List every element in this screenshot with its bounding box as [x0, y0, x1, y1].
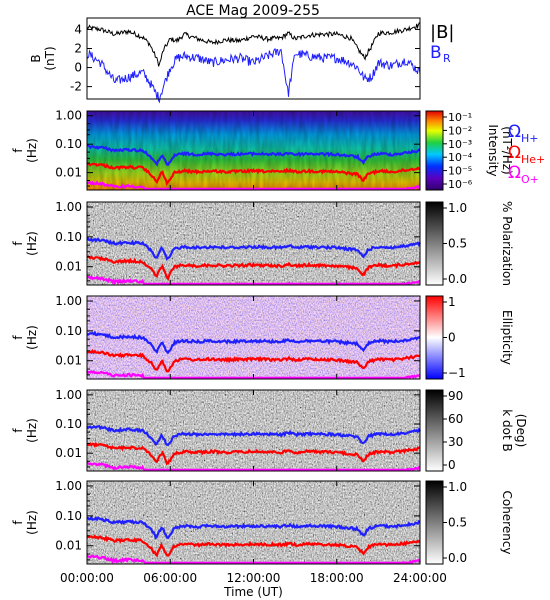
y-tick-label: 4 — [74, 22, 82, 36]
y-tick-label: 0.10 — [55, 509, 82, 523]
colorbar-tick-label: 10⁻⁶ — [448, 178, 473, 191]
colorbar-intensity — [425, 110, 444, 191]
omega-h-line — [86, 236, 421, 261]
colorbar-unit: (nT²/Hz) — [500, 126, 514, 174]
y-tick-label: 2 — [74, 41, 82, 55]
colorbar-tick-label: 1 — [448, 295, 456, 309]
legend-omega-o: Ω — [508, 163, 521, 183]
legend-b-r: B — [430, 43, 442, 63]
legend-omega-h-subscript: H+ — [521, 132, 539, 145]
colorbar-tick-label: 0.0 — [448, 272, 467, 286]
y-axis-unit-hz: (Hz) — [25, 325, 39, 350]
colorbar-label: % Polarization — [500, 201, 514, 286]
colorbar-tick-label: 10⁻⁴ — [448, 151, 473, 164]
y-tick-label: 0.01 — [55, 260, 82, 274]
x-tick-label: 12:00:00 — [227, 571, 281, 585]
colorbar-tick-label: 0 — [448, 331, 456, 345]
colorbar-tick-label: 1.0 — [448, 201, 467, 215]
y-axis-unit-hz: (Hz) — [25, 138, 39, 163]
colorbar-label: Ellipticity — [500, 310, 514, 365]
y-axis-label-f: f — [11, 148, 25, 153]
omega-h-line — [86, 515, 421, 540]
colorbar-tick-label: 0 — [448, 458, 456, 472]
x-tick-label: 00:00:00 — [60, 571, 114, 585]
colorbar-tick-label: −1 — [448, 366, 466, 380]
colorbar-tick-label: 10⁻² — [448, 124, 472, 137]
colorbar-polarization — [425, 201, 444, 286]
colorbar-tick-label: 1.0 — [448, 480, 467, 494]
colorbar-tick-label: 0.0 — [448, 551, 467, 565]
colorbar-coherency — [425, 480, 444, 565]
colorbar-tick-label: 90 — [448, 389, 463, 403]
colorbar-label: k dot B — [500, 409, 514, 451]
y-tick-label: 1.00 — [55, 109, 82, 123]
y-axis-label-f: f — [11, 428, 25, 433]
x-axis-label: Time (UT) — [223, 585, 283, 599]
y-tick-label: 0.10 — [55, 230, 82, 244]
omega-he-line — [86, 349, 421, 373]
y-axis-label-f: f — [11, 520, 25, 525]
y-tick-label: 0.01 — [55, 446, 82, 460]
y-axis-label-b: B — [29, 54, 43, 62]
omega-h-line — [86, 330, 421, 355]
y-axis-unit-hz: (Hz) — [25, 418, 39, 443]
colorbar-label: Intensity — [486, 124, 500, 176]
y-tick-label: 0.01 — [55, 354, 82, 368]
omega-h-line — [86, 425, 421, 446]
series-line-b-total — [86, 22, 421, 67]
colorbar-label: Coherency — [500, 490, 514, 554]
colorbar-tick-label: 10⁻¹ — [448, 111, 472, 124]
y-axis-unit-hz: (Hz) — [25, 231, 39, 256]
chart-title: ACE Mag 2009-255 — [186, 3, 320, 19]
y-tick-label: 0.10 — [55, 324, 82, 338]
omega-he-line — [86, 162, 421, 186]
y-tick-label: 0 — [74, 61, 82, 75]
y-tick-label: 1.00 — [55, 479, 82, 493]
colorbar-k-dot-b — [425, 389, 444, 472]
omega-he-line — [86, 255, 421, 282]
panel-coherency: 1.00 0.10 0.01 f (Hz) 1.0 0.5 0.0 Coherency — [11, 479, 514, 565]
legend-omega-he: Ω — [508, 143, 521, 163]
y-tick-label: 1.00 — [55, 388, 82, 402]
y-axis-unit-b: (nT) — [43, 46, 57, 70]
legend-omega-he-subscript: He+ — [521, 153, 545, 166]
series-line-b-r — [86, 48, 421, 104]
y-axis-label-f: f — [11, 335, 25, 340]
colorbar-tick-label: 60 — [448, 412, 463, 426]
colorbar-tick-label: 0.5 — [448, 237, 467, 251]
panel-intensity: 1.00 0.10 0.01 f (Hz) 10⁻¹10⁻²10⁻³10⁻⁴10⁻⁵10⁻… — [11, 109, 514, 191]
x-tick-label: 18:00:00 — [310, 571, 364, 585]
panel-k-dot-b: 1.00 0.10 0.01 f (Hz) 90 60 30 0 k dot B (Deg) — [11, 388, 528, 472]
omega-he-line — [86, 441, 421, 466]
colorbar-ellipticity — [425, 295, 444, 380]
legend-omega-h: Ω — [508, 122, 521, 142]
legend-b-total: |B| — [430, 22, 454, 43]
y-tick-label: 0.10 — [55, 417, 82, 431]
y-tick-label: 1.00 — [55, 200, 82, 214]
panel-polarization: 1.00 0.10 0.01 f (Hz) 1.0 0.5 0.0 % Polarization — [11, 200, 514, 286]
colorbar-tick-label: 10⁻³ — [448, 138, 472, 151]
y-axis-label-f: f — [11, 241, 25, 246]
legend-omega-o-subscript: O+ — [521, 173, 539, 186]
y-tick-label: -2 — [70, 80, 82, 94]
b-plot-area — [87, 18, 420, 99]
omega-h-line — [87, 144, 421, 167]
colorbar-tick-label: 30 — [448, 435, 463, 449]
colorbar-unit: (Deg) — [514, 414, 528, 448]
x-tick-label: 24:00:00 — [393, 571, 447, 585]
y-tick-label: 0.01 — [55, 166, 82, 180]
x-tick-label: 06:00:00 — [143, 571, 197, 585]
panel-ellipticity: 1.00 0.10 0.01 f (Hz) 1 0 −1 Ellipticity — [11, 294, 514, 380]
b-plot-frame — [86, 17, 421, 100]
y-tick-label: 1.00 — [55, 294, 82, 308]
y-tick-label: 0.10 — [55, 137, 82, 151]
legend-b-r-subscript: R — [443, 52, 451, 65]
colorbar-tick-label: 0.5 — [448, 516, 467, 530]
y-axis-unit-hz: (Hz) — [25, 510, 39, 535]
colorbar-tick-label: 10⁻⁵ — [448, 165, 472, 178]
omega-he-line — [86, 534, 421, 558]
y-tick-label: 0.01 — [55, 539, 82, 553]
